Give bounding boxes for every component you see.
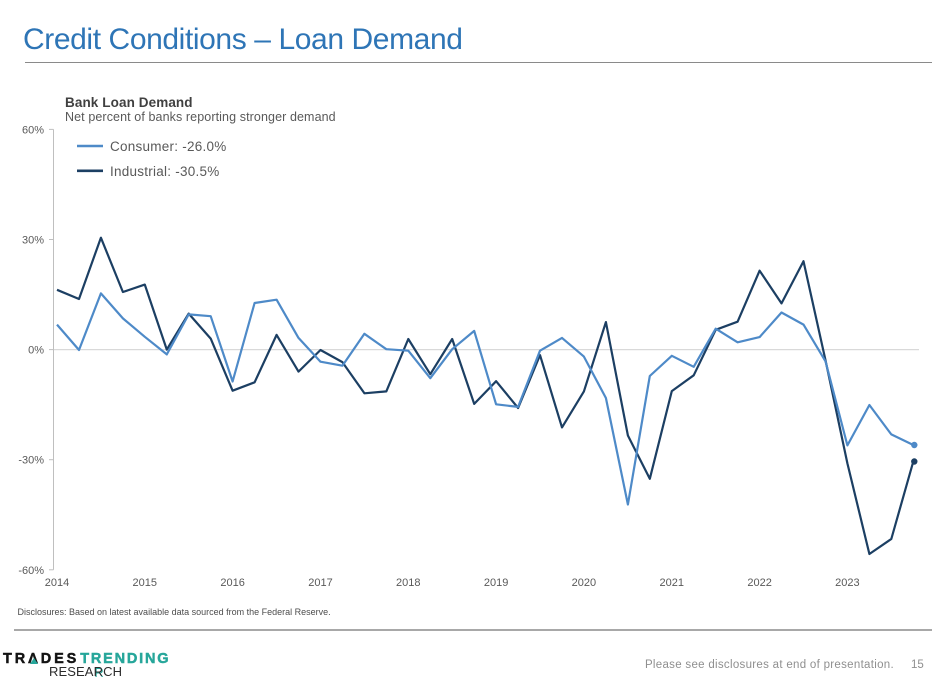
svg-text:2017: 2017 <box>308 577 332 589</box>
svg-text:2023: 2023 <box>835 577 859 589</box>
svg-text:Net percent of banks reporting: Net percent of banks reporting stronger … <box>65 110 336 124</box>
svg-text:2020: 2020 <box>572 577 596 589</box>
svg-text:30%: 30% <box>22 235 44 247</box>
svg-text:Bank Loan Demand: Bank Loan Demand <box>65 95 193 110</box>
svg-text:0%: 0% <box>28 345 44 357</box>
svg-text:2019: 2019 <box>484 577 508 589</box>
svg-text:-30%: -30% <box>18 455 44 467</box>
svg-text:2016: 2016 <box>220 577 244 589</box>
svg-text:2021: 2021 <box>660 577 684 589</box>
svg-text:60%: 60% <box>22 124 44 136</box>
svg-text:2022: 2022 <box>747 577 771 589</box>
svg-text:2014: 2014 <box>45 577 69 589</box>
svg-text:-60%: -60% <box>18 565 44 577</box>
svg-text:Industrial: -30.5%: Industrial: -30.5% <box>110 164 220 179</box>
svg-text:Consumer: -26.0%: Consumer: -26.0% <box>110 139 227 154</box>
svg-text:2015: 2015 <box>133 577 157 589</box>
svg-text:2018: 2018 <box>396 577 420 589</box>
